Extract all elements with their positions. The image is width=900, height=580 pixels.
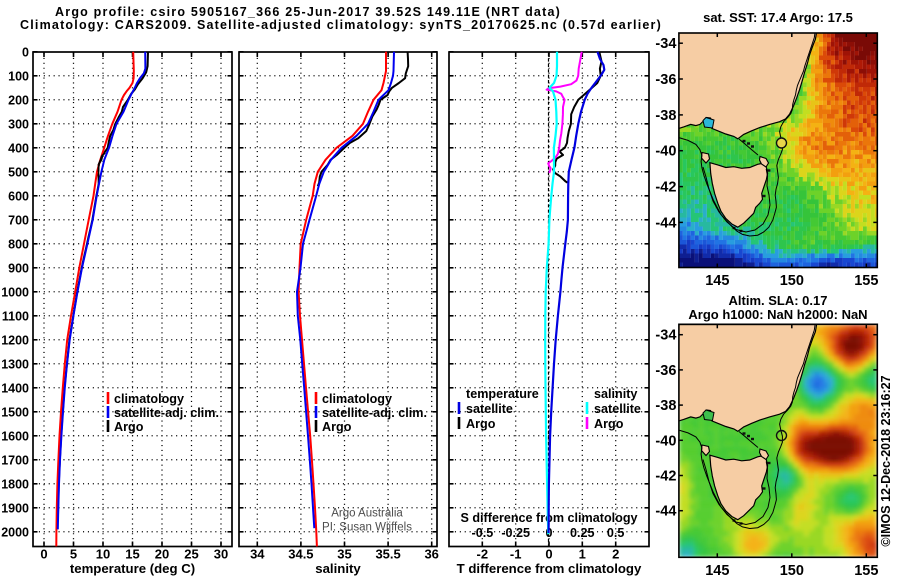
svg-text:-40: -40: [655, 144, 676, 160]
svg-text:1000: 1000: [1, 285, 29, 299]
svg-text:-40: -40: [655, 433, 676, 449]
svg-text:600: 600: [8, 189, 29, 203]
svg-text:5: 5: [70, 547, 77, 562]
svg-text:Argo h1000: NaN h2000: NaN: Argo h1000: NaN h2000: NaN: [688, 307, 867, 322]
svg-text:0: 0: [22, 45, 29, 59]
svg-text:1900: 1900: [1, 501, 29, 515]
svg-text:salinity: salinity: [315, 561, 361, 576]
svg-text:satellite: satellite: [466, 402, 513, 416]
svg-text:PI: Susan Wijffels: PI: Susan Wijffels: [322, 522, 412, 534]
svg-text:1400: 1400: [1, 381, 29, 395]
svg-text:temperature (deg C): temperature (deg C): [70, 561, 195, 576]
svg-text:0: 0: [545, 547, 552, 562]
svg-text:sat. SST: 17.4 Argo: 17.5: sat. SST: 17.4 Argo: 17.5: [703, 10, 853, 25]
svg-text:150: 150: [780, 273, 804, 289]
svg-text:Argo: Argo: [322, 420, 352, 434]
svg-text:30: 30: [214, 547, 228, 562]
svg-text:-38: -38: [655, 108, 676, 124]
svg-text:0.5: 0.5: [607, 526, 625, 540]
svg-text:700: 700: [8, 213, 29, 227]
svg-text:-34: -34: [655, 328, 676, 344]
svg-text:salinity: salinity: [594, 387, 637, 401]
svg-text:1800: 1800: [1, 477, 29, 491]
svg-text:100: 100: [8, 69, 29, 83]
svg-text:36: 36: [424, 547, 438, 562]
svg-text:20: 20: [155, 547, 169, 562]
svg-text:Argo profile: csiro 5905167_36: Argo profile: csiro 5905167_366 25-Jun-2…: [55, 5, 561, 19]
svg-text:25: 25: [184, 547, 198, 562]
svg-text:10: 10: [96, 547, 110, 562]
svg-text:1600: 1600: [1, 429, 29, 443]
svg-text:1100: 1100: [2, 309, 29, 323]
svg-text:-44: -44: [655, 215, 676, 231]
svg-text:1: 1: [579, 547, 586, 562]
svg-text:-36: -36: [655, 363, 676, 379]
svg-text:-34: -34: [655, 36, 676, 52]
svg-text:800: 800: [8, 237, 29, 251]
svg-text:1200: 1200: [1, 333, 29, 347]
svg-text:155: 155: [854, 563, 878, 579]
svg-text:150: 150: [780, 563, 804, 579]
svg-text:-42: -42: [655, 469, 676, 485]
svg-text:-42: -42: [655, 180, 676, 196]
svg-text:satellite: satellite: [594, 402, 641, 416]
svg-text:T difference from climatology: T difference from climatology: [457, 561, 642, 576]
svg-text:-38: -38: [655, 398, 676, 414]
svg-text:-0.25: -0.25: [501, 526, 530, 540]
svg-text:2: 2: [612, 547, 619, 562]
svg-text:500: 500: [8, 165, 29, 179]
svg-text:200: 200: [8, 93, 29, 107]
svg-text:1300: 1300: [1, 357, 29, 371]
svg-text:Argo: Argo: [466, 417, 496, 431]
svg-text:34.5: 34.5: [288, 547, 313, 562]
svg-text:Argo: Argo: [114, 420, 144, 434]
svg-text:35: 35: [337, 547, 351, 562]
svg-text:satellite-adj. clim.: satellite-adj. clim.: [114, 406, 219, 420]
svg-text:2000: 2000: [1, 525, 29, 539]
svg-text:Argo Australia: Argo Australia: [331, 508, 403, 520]
svg-text:-44: -44: [655, 504, 676, 520]
svg-text:155: 155: [854, 273, 878, 289]
svg-text:-2: -2: [477, 547, 489, 562]
svg-text:©IMOS 12-Dec-2018 23:16:27: ©IMOS 12-Dec-2018 23:16:27: [879, 375, 893, 546]
svg-text:1500: 1500: [1, 405, 29, 419]
svg-text:0.25: 0.25: [570, 526, 595, 540]
svg-text:35.5: 35.5: [375, 547, 400, 562]
svg-text:-0.5: -0.5: [472, 526, 494, 540]
svg-text:145: 145: [705, 273, 729, 289]
svg-text:145: 145: [705, 563, 729, 579]
svg-text:0: 0: [40, 547, 47, 562]
svg-text:15: 15: [125, 547, 139, 562]
svg-text:-36: -36: [655, 72, 676, 88]
svg-text:Altim. SLA: 0.17: Altim. SLA: 0.17: [729, 293, 828, 308]
svg-text:Argo: Argo: [594, 417, 624, 431]
svg-text:satellite-adj. clim.: satellite-adj. clim.: [322, 406, 427, 420]
svg-text:34: 34: [250, 547, 265, 562]
svg-text:climatology: climatology: [322, 392, 392, 406]
svg-text:Climatology: CARS2009. Satelli: Climatology: CARS2009. Satellite-adjuste…: [20, 18, 662, 32]
svg-text:1700: 1700: [1, 453, 29, 467]
svg-text:300: 300: [8, 117, 29, 131]
svg-text:-1: -1: [510, 547, 522, 562]
svg-text:400: 400: [8, 141, 29, 155]
svg-text:900: 900: [8, 261, 29, 275]
svg-text:climatology: climatology: [114, 392, 184, 406]
svg-text:temperature: temperature: [466, 387, 539, 401]
